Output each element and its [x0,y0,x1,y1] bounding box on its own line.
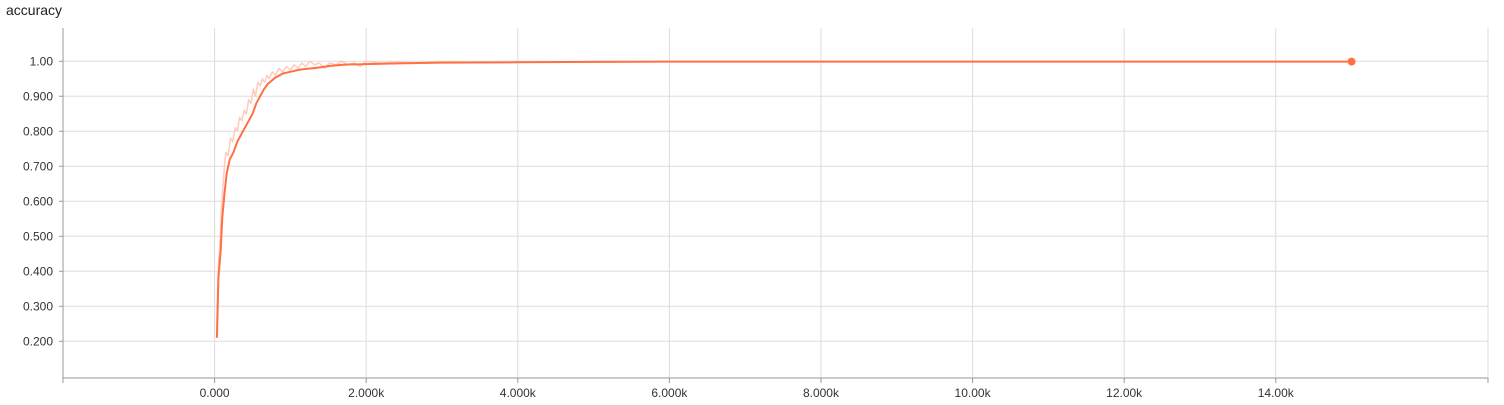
chart-title: accuracy [6,2,63,18]
x-tick-label: 10.00k [955,386,992,400]
y-tick-label: 0.500 [23,229,53,243]
y-tick-label: 0.400 [23,264,53,278]
x-tick-label: 2.000k [348,386,385,400]
label-layer: 0.200 0.300 0.400 0.500 0.600 0.700 0.800 0.900… [23,54,1295,400]
last-point-marker [1347,57,1356,66]
y-tick-label: 0.300 [23,299,53,313]
y-tick-label: 0.700 [23,159,53,173]
x-tick-label: 14.00k [1258,386,1295,400]
smoothed-series-line [215,60,1352,338]
raw-series-line [216,60,1352,324]
series-layer [215,57,1356,338]
y-tick-label: 0.600 [23,194,53,208]
y-tick-label: 0.900 [23,89,53,103]
x-tick-label: 0.000 [200,386,230,400]
grid-layer [63,28,1489,378]
x-tick-label: 12.00k [1106,386,1143,400]
axis-layer [59,28,1489,383]
y-tick-label: 0.800 [23,124,53,138]
x-tick-label: 8.000k [803,386,840,400]
y-tick-label: 1.00 [30,54,54,68]
x-tick-label: 6.000k [651,386,688,400]
y-tick-label: 0.200 [23,334,53,348]
x-tick-label: 4.000k [500,386,537,400]
